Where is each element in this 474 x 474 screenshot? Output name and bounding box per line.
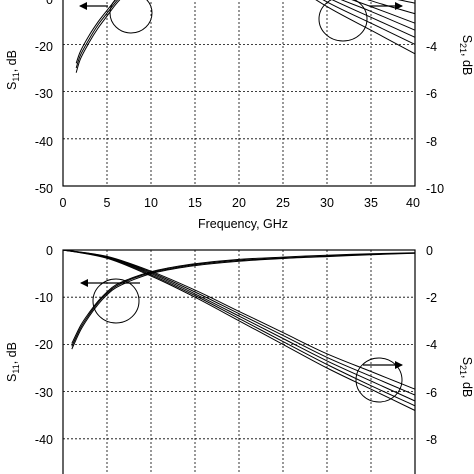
x-tick-label: 15 <box>188 196 202 210</box>
y-right-tick-label: -8 <box>426 135 437 149</box>
s21-series-line <box>340 0 416 31</box>
s21-series-line <box>331 0 416 38</box>
y-left-tick-label: -20 <box>35 40 53 54</box>
y-right-tick-label: -6 <box>426 386 437 400</box>
top-s11-marker-circle <box>109 0 153 34</box>
s11-series-line <box>75 0 119 69</box>
y-left-tick-label: -10 <box>35 291 53 305</box>
bottom-chart: 0 -10 -20 -30 -40 0 -2 -4 -6 -8 S11, dB … <box>5 244 474 474</box>
s11-series-line <box>75 0 117 64</box>
s11-series-line <box>75 0 121 73</box>
s21-series-line <box>62 249 416 407</box>
x-tick-label: 0 <box>60 196 67 210</box>
s11-series-line <box>71 252 416 344</box>
y-left-tick-label: 0 <box>46 0 53 7</box>
y-right-tick-label: -4 <box>426 40 437 54</box>
bottom-s21-marker-circle <box>355 357 403 403</box>
bottom-plot-frame <box>62 249 416 474</box>
x-tick-label: 20 <box>232 196 246 210</box>
y-right-tick-label: -2 <box>426 291 437 305</box>
y-right-tick-label: -6 <box>426 87 437 101</box>
s21-series-line <box>62 249 416 411</box>
y-left-tick-label: -50 <box>35 182 53 196</box>
y-left-tick-label: 0 <box>46 244 53 258</box>
x-tick-label: 25 <box>276 196 290 210</box>
top-plot-frame <box>62 0 416 187</box>
y-left-tick-label: -30 <box>35 386 53 400</box>
s11-series-line <box>71 252 416 347</box>
y-left-tick-label: -30 <box>35 87 53 101</box>
s11-series-line <box>71 252 416 350</box>
s21-series-line <box>62 249 416 390</box>
y-left-tick-label: -20 <box>35 338 53 352</box>
bottom-s11-marker-circle <box>92 278 140 324</box>
s21-series-line <box>322 0 416 45</box>
s21-series-line <box>351 0 416 24</box>
s21-series-line <box>367 0 416 15</box>
y-left-axis-label: S11, dB <box>5 50 21 90</box>
bottom-curves <box>62 249 416 411</box>
top-grid <box>63 0 415 186</box>
top-curves <box>75 0 416 73</box>
y-right-axis-label: S21, dB <box>458 357 474 398</box>
y-right-tick-label: -10 <box>426 182 444 196</box>
y-left-tick-label: -40 <box>35 433 53 447</box>
x-tick-label: 10 <box>144 196 158 210</box>
x-tick-label: 35 <box>364 196 378 210</box>
y-left-axis-label: S11, dB <box>5 342 21 382</box>
s21-series-line <box>397 0 416 4</box>
y-left-tick-label: -40 <box>35 135 53 149</box>
s21-series-line <box>62 249 416 402</box>
x-axis-label: Frequency, GHz <box>198 217 288 231</box>
y-right-tick-label: -4 <box>426 338 437 352</box>
y-right-axis-label: S21, dB <box>458 35 474 76</box>
x-tick-label: 30 <box>320 196 334 210</box>
x-tick-label: 5 <box>104 196 111 210</box>
top-chart: 0 -20 -30 -40 -50 -4 -6 -8 -10 0 5 10 15… <box>5 0 474 231</box>
x-tick-label: 40 <box>406 196 420 210</box>
y-right-tick-label: 0 <box>426 244 433 258</box>
top-s21-marker-circle <box>318 0 368 42</box>
s21-series-line <box>315 0 416 55</box>
y-right-tick-label: -8 <box>426 433 437 447</box>
